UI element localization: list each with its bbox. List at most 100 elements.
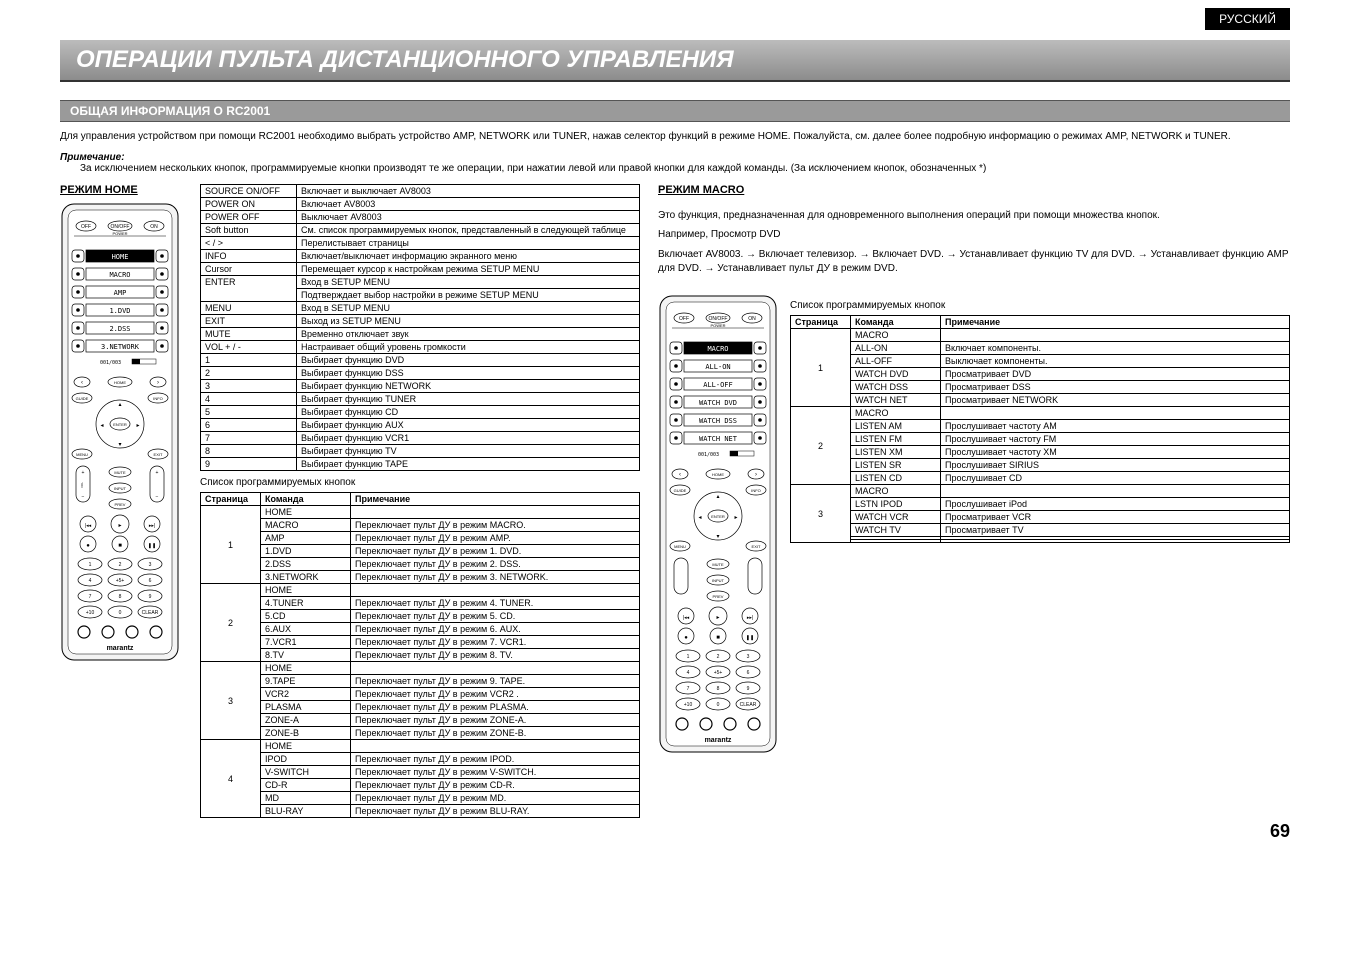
svg-text:WATCH NET: WATCH NET <box>699 435 738 443</box>
table-row: WATCH NETПросматривает NETWORK <box>791 394 1290 407</box>
svg-text:HOME: HOME <box>712 472 724 477</box>
table-row: ZONE-BПереключает пульт ДУ в режим ZONE-… <box>201 727 640 740</box>
macro-intro-3: Включает AV8003. → Включает телевизор. →… <box>658 248 1290 276</box>
table-row: ALL-ONВключает компоненты. <box>791 342 1290 355</box>
svg-text:2.DSS: 2.DSS <box>109 325 130 333</box>
svg-text:POWER: POWER <box>710 323 725 328</box>
svg-text:‹: ‹ <box>81 380 83 386</box>
svg-text:▸▸|: ▸▸| <box>149 523 155 529</box>
table-row: 3.NETWORKПереключает пульт ДУ в режим 3.… <box>201 571 640 584</box>
mode-home-title: РЕЖИМ HOME <box>60 184 188 196</box>
table-row: MDПереключает пульт ДУ в режим MD. <box>201 792 640 805</box>
svg-text:4: 4 <box>687 670 690 676</box>
table-row: WATCH VCRПросматривает VCR <box>791 511 1290 524</box>
table-row: 7Выбирает функцию VCR1 <box>201 432 640 445</box>
svg-text:ON: ON <box>748 316 756 322</box>
svg-text:MENU: MENU <box>76 452 88 457</box>
svg-text:9: 9 <box>149 594 152 600</box>
svg-text:001/003: 001/003 <box>100 360 121 366</box>
table-row: 7.VCR1Переключает пульт ДУ в режим 7. VC… <box>201 636 640 649</box>
svg-text:WATCH DVD: WATCH DVD <box>699 399 737 407</box>
prog-caption-right: Список программируемых кнопок <box>790 300 1290 311</box>
remote-macro-svg: OFF ON/OFF ON POWER MACROALL-ONALL-OFFWA… <box>658 294 778 754</box>
svg-text:INPUT: INPUT <box>114 486 127 491</box>
mode-macro-title: РЕЖИМ MACRO <box>658 184 1290 196</box>
svg-text:3: 3 <box>149 562 152 568</box>
svg-text:001/003: 001/003 <box>698 452 719 458</box>
svg-text:6: 6 <box>149 578 152 584</box>
home-basic-table: SOURCE ON/OFFВключает и выключает AV8003… <box>200 184 640 471</box>
svg-text:▸: ▸ <box>118 523 121 529</box>
svg-text:ON/OFF: ON/OFF <box>111 224 130 230</box>
svg-text:9: 9 <box>747 686 750 692</box>
table-row: LISTEN AMПрослушивает частоту AM <box>791 420 1290 433</box>
table-row: 4Выбирает функцию TUNER <box>201 393 640 406</box>
table-row: INFOВключает/выключает информацию экранн… <box>201 250 640 263</box>
svg-text:INFO: INFO <box>751 488 761 493</box>
svg-text:ENTER: ENTER <box>113 422 127 427</box>
table-row: 1Выбирает функцию DVD <box>201 354 640 367</box>
macro-intro-1: Это функция, предназначенная для одновре… <box>658 210 1290 221</box>
table-row: MACROПереключает пульт ДУ в режим MACRO. <box>201 519 640 532</box>
table-row: 1HOME <box>201 506 640 519</box>
table-row: 4.TUNERПереключает пульт ДУ в режим 4. T… <box>201 597 640 610</box>
svg-text:CLEAR: CLEAR <box>740 702 757 708</box>
table-row: 2MACRO <box>791 407 1290 420</box>
svg-text:PREV: PREV <box>713 594 724 599</box>
table-row: VOL + / -Настраивает общий уровень громк… <box>201 341 640 354</box>
svg-text:●: ● <box>684 635 688 641</box>
table-row: 9.TAPEПереключает пульт ДУ в режим 9. TA… <box>201 675 640 688</box>
svg-text:marantz: marantz <box>705 737 732 744</box>
svg-text:CLEAR: CLEAR <box>142 610 159 616</box>
svg-text:■: ■ <box>118 543 122 549</box>
remote-home-svg: OFF ON/OFF ON POWER HOMEMACROAMP1.DVD2.D… <box>60 202 180 662</box>
svg-text:ALL-ON: ALL-ON <box>705 363 730 371</box>
svg-text:−: − <box>156 494 159 500</box>
svg-text:GUIDE: GUIDE <box>76 396 89 401</box>
svg-text:MENU: MENU <box>674 544 686 549</box>
svg-text:6: 6 <box>747 670 750 676</box>
svg-text:+10: +10 <box>86 610 95 616</box>
table-row: LSTN IPODПрослушивает iPod <box>791 498 1290 511</box>
table-row: 8Выбирает функцию TV <box>201 445 640 458</box>
table-row: 8.TVПереключает пульт ДУ в режим 8. TV. <box>201 649 640 662</box>
svg-text:OFF: OFF <box>679 316 689 322</box>
svg-text:7: 7 <box>687 686 690 692</box>
table-row: POWER ONВключает AV8003 <box>201 198 640 211</box>
svg-text:▸: ▸ <box>136 423 139 429</box>
macro-prog-table: Страница Команда Примечание 1MACROALL-ON… <box>790 315 1290 543</box>
table-row: 1.DVDПереключает пульт ДУ в режим 1. DVD… <box>201 545 640 558</box>
table-row: ENTERВход в SETUP MENU <box>201 276 640 289</box>
table-row: 5.CDПереключает пульт ДУ в режим 5. CD. <box>201 610 640 623</box>
table-row: 3Выбирает функцию NETWORK <box>201 380 640 393</box>
svg-text:›: › <box>157 380 159 386</box>
svg-text:◂: ◂ <box>100 423 103 429</box>
macro-intro-2: Например, Просмотр DVD <box>658 229 1290 240</box>
table-row: 1MACRO <box>791 329 1290 342</box>
svg-text:+: + <box>156 470 159 476</box>
svg-text:❚❚: ❚❚ <box>746 635 754 641</box>
table-row: CD-RПереключает пульт ДУ в режим CD-R. <box>201 779 640 792</box>
svg-text:1: 1 <box>89 562 92 568</box>
svg-text:ENTER: ENTER <box>711 514 725 519</box>
home-prog-table: Страница Команда Примечание 1HOMEMACROПе… <box>200 492 640 818</box>
table-row: MUTEВременно отключает звук <box>201 328 640 341</box>
table-row: VCR2Переключает пульт ДУ в режим VCR2 . <box>201 688 640 701</box>
svg-text:PREV: PREV <box>115 502 126 507</box>
svg-text:‹: ‹ <box>679 472 681 478</box>
svg-text:›: › <box>755 472 757 478</box>
svg-text:2: 2 <box>119 562 122 568</box>
svg-text:+10: +10 <box>684 702 693 708</box>
svg-text:3.NETWORK: 3.NETWORK <box>101 343 140 351</box>
svg-text:POWER: POWER <box>112 231 127 236</box>
intro-text: Для управления устройством при помощи RC… <box>60 130 1290 144</box>
note-text: За исключением нескольких кнопок, програ… <box>80 163 1290 174</box>
svg-text:+5+: +5+ <box>714 670 723 676</box>
section-heading: ОБЩАЯ ИНФОРМАЦИЯ О RC2001 <box>60 100 1290 122</box>
table-row: AMPПереключает пульт ДУ в режим AMP. <box>201 532 640 545</box>
svg-text:▸: ▸ <box>734 515 737 521</box>
table-row: CursorПеремещает курсор к настройкам реж… <box>201 263 640 276</box>
table-row: 5Выбирает функцию CD <box>201 406 640 419</box>
table-row <box>791 540 1290 543</box>
svg-text:ON/OFF: ON/OFF <box>709 316 728 322</box>
